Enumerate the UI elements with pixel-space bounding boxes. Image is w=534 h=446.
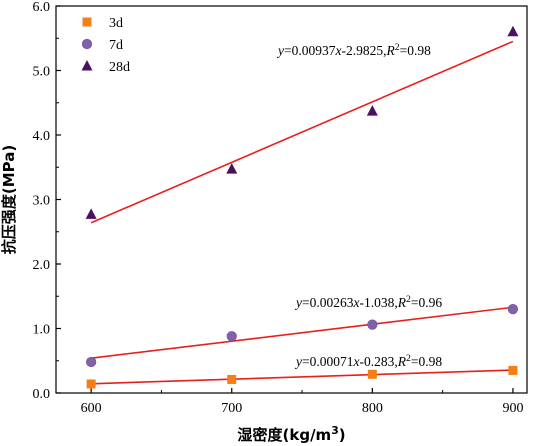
fit-line-28d: [90, 40, 514, 224]
data-point-7d: [226, 331, 237, 342]
y-tick-label: 6.0: [33, 0, 51, 15]
legend-marker-7d: [81, 38, 93, 50]
x-axis-title: 湿密度(kg/m3): [237, 424, 345, 445]
data-point-7d: [367, 319, 378, 330]
data-point-3d: [508, 365, 518, 375]
y-tick-label: 3.0: [33, 194, 51, 209]
legend-label-3d: 3d: [109, 16, 123, 31]
y-tick-label: 1.0: [33, 323, 51, 338]
data-point-7d: [507, 304, 519, 315]
fit-equation-7d: y=0.00263x-1.038,R2=0.96: [294, 294, 442, 311]
x-tick-label: 600: [81, 401, 102, 416]
data-point-28d: [85, 208, 97, 219]
fit-equation-3d: y=0.00071x-0.283,R2=0.98: [294, 353, 442, 370]
fit-line-7d: [91, 306, 514, 359]
x-tick-label: 700: [221, 401, 242, 416]
fit-line-3d: [91, 369, 513, 385]
x-tick-label: 800: [362, 401, 383, 416]
data-point-28d: [507, 25, 519, 37]
y-tick-label: 0.0: [33, 387, 51, 402]
y-tick-label: 5.0: [33, 65, 51, 80]
legend-label-7d: 7d: [109, 38, 123, 53]
legend-label-28d: 28d: [109, 60, 130, 75]
data-point-28d: [226, 163, 238, 174]
fit-equation-28d: y=0.00937x-2.9825,R2=0.98: [276, 42, 431, 59]
legend-marker-3d: [82, 17, 92, 27]
y-tick-label: 4.0: [33, 129, 51, 144]
x-tick-label: 900: [502, 401, 523, 416]
y-tick-label: 2.0: [33, 258, 51, 273]
data-point-3d: [86, 379, 96, 389]
data-point-3d: [367, 369, 377, 379]
legend-marker-28d: [81, 60, 93, 71]
y-axis-title: 抗压强度(MPa): [0, 145, 18, 254]
data-point-3d: [227, 374, 237, 384]
data-point-28d: [366, 105, 378, 116]
data-point-7d: [86, 356, 97, 368]
